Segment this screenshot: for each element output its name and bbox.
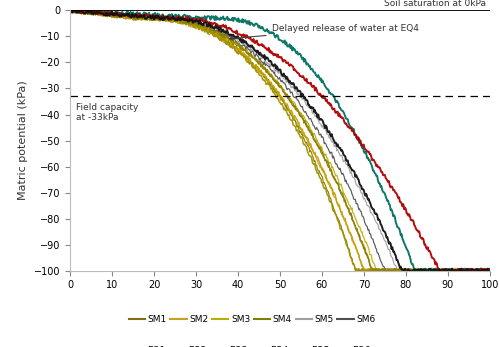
Text: Delayed release of water at EQ4: Delayed release of water at EQ4 [230,24,418,40]
Text: Field capacity
at -33kPa: Field capacity at -33kPa [76,103,138,122]
Y-axis label: Matric potential (kPa): Matric potential (kPa) [18,81,28,201]
Text: Soil saturation at 0kPa: Soil saturation at 0kPa [384,0,486,8]
Legend: EQ1, EQ2, EQ3, EQ4, EQ5, EQ6: EQ1, EQ2, EQ3, EQ4, EQ5, EQ6 [125,343,374,347]
